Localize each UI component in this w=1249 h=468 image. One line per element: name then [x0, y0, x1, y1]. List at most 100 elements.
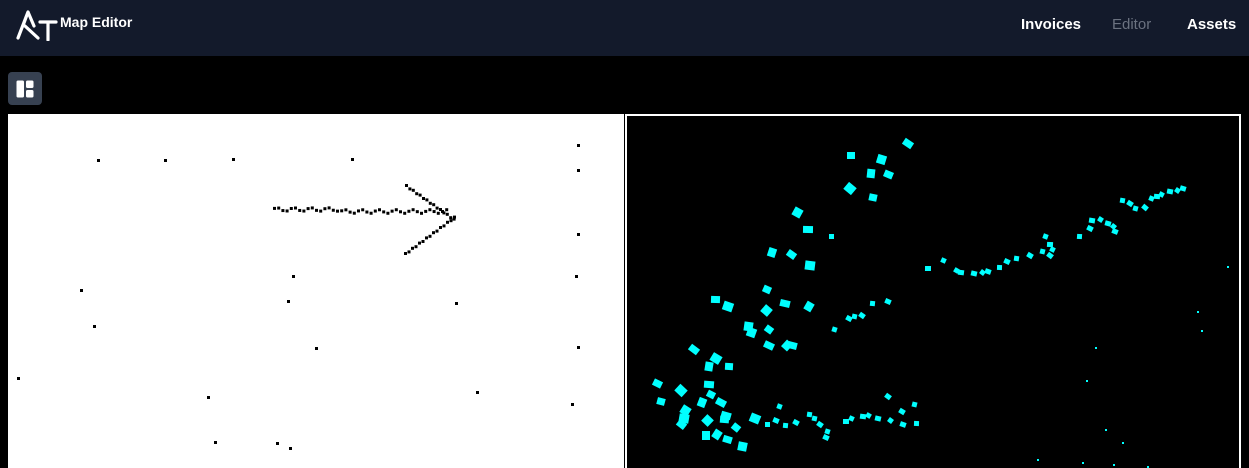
map-building — [737, 441, 748, 452]
map-structure — [1166, 188, 1174, 195]
nav-assets[interactable]: Assets — [1187, 16, 1237, 33]
map-structure — [772, 417, 780, 424]
arrow-stroke-point — [432, 231, 435, 235]
input-point — [276, 442, 279, 445]
map-structure — [898, 407, 906, 416]
map-structure — [1104, 220, 1112, 227]
output-map-svg — [651, 137, 1229, 468]
layout-panels-icon — [16, 80, 34, 98]
map-building — [803, 300, 815, 313]
map-structure — [1088, 217, 1096, 224]
map-structure — [874, 415, 882, 422]
input-drawing-canvas[interactable] — [8, 114, 624, 468]
map-detail — [1227, 266, 1229, 268]
arrow-stroke-point — [352, 211, 356, 215]
map-structure — [1026, 251, 1034, 260]
map-structure — [845, 314, 853, 323]
map-structure — [1109, 222, 1118, 231]
map-structure — [884, 392, 892, 401]
map-structure — [1042, 233, 1049, 240]
input-point — [93, 325, 96, 328]
arrow-stroke-point — [445, 208, 449, 212]
arrow-stroke-point — [442, 211, 446, 215]
input-canvas-svg[interactable] — [8, 114, 624, 468]
arrow-stroke-point — [378, 208, 381, 212]
map-building — [702, 431, 710, 440]
arrow-stroke-point — [407, 250, 411, 254]
map-structure — [792, 418, 800, 427]
arrow-stroke-point — [399, 210, 402, 214]
map-structure — [1049, 246, 1056, 253]
top-navbar: Map Editor Invoices Editor Assets — [0, 0, 1249, 56]
arrow-stroke-point — [414, 245, 418, 249]
map-building — [760, 304, 773, 317]
map-building — [802, 225, 814, 234]
map-structure — [1076, 233, 1083, 240]
arrow-stroke-point — [273, 206, 276, 210]
map-building — [766, 246, 778, 259]
app-title: Map Editor — [60, 14, 133, 30]
arrow-stroke-point — [407, 209, 411, 213]
layout-toggle-button[interactable] — [8, 72, 42, 105]
input-point — [575, 275, 578, 278]
app-logo[interactable] — [16, 9, 60, 41]
arrow-stroke-point — [394, 208, 398, 212]
arrow-stroke-point — [323, 207, 327, 211]
map-building — [651, 378, 664, 389]
map-structure — [859, 413, 867, 420]
arrow-stroke-point — [411, 208, 415, 212]
map-building — [763, 324, 775, 335]
arrow-stroke-point — [425, 198, 429, 202]
arrow-stroke-point — [340, 209, 344, 213]
arrow-stroke-point — [298, 208, 302, 212]
input-point — [17, 377, 20, 380]
arrow-stroke-point — [327, 206, 331, 210]
nav-editor[interactable]: Editor — [1112, 16, 1152, 33]
map-building — [710, 295, 721, 304]
map-structure — [899, 421, 907, 428]
input-point — [577, 169, 580, 172]
map-detail — [1037, 459, 1039, 461]
map-building — [843, 181, 857, 196]
map-building — [787, 341, 798, 350]
map-detail — [1201, 330, 1203, 332]
map-building — [679, 404, 692, 417]
map-structure — [979, 269, 986, 276]
map-structure — [842, 418, 850, 425]
arrow-stroke-point — [449, 216, 453, 220]
map-structure — [831, 326, 838, 333]
input-point — [476, 391, 479, 394]
arrow-stroke-point — [277, 206, 281, 210]
arrow-stroke-point — [432, 210, 436, 214]
arrow-stroke-point — [386, 211, 390, 215]
map-structure — [911, 401, 918, 408]
map-structure — [970, 270, 978, 277]
map-building — [875, 153, 888, 166]
arrow-stroke-point — [439, 226, 442, 229]
arrow-stroke-point — [348, 210, 352, 214]
map-structure — [816, 420, 824, 429]
input-point — [351, 158, 354, 161]
arrow-stroke-point — [361, 208, 365, 212]
arrow-stroke-point — [306, 207, 310, 211]
map-structure — [1003, 257, 1011, 266]
input-point — [287, 300, 290, 303]
arrow-stroke-point — [365, 210, 369, 214]
output-map-canvas[interactable] — [625, 114, 1241, 468]
map-structure — [957, 269, 965, 276]
map-structure — [1111, 228, 1119, 235]
input-point — [80, 289, 83, 292]
nav-invoices[interactable]: Invoices — [1021, 16, 1082, 33]
arrow-stroke-point — [435, 229, 439, 233]
arrow-stroke-point — [319, 209, 323, 213]
map-building — [866, 168, 876, 179]
input-point — [232, 158, 235, 161]
map-building — [730, 422, 742, 433]
input-point — [455, 302, 458, 305]
arrow-stroke-point — [302, 209, 306, 213]
arrow-stroke-point — [428, 208, 432, 212]
map-structure — [1046, 241, 1054, 248]
map-structure — [924, 265, 932, 272]
arrow-stroke-point — [408, 187, 412, 191]
arrow-stroke-point — [436, 211, 440, 215]
